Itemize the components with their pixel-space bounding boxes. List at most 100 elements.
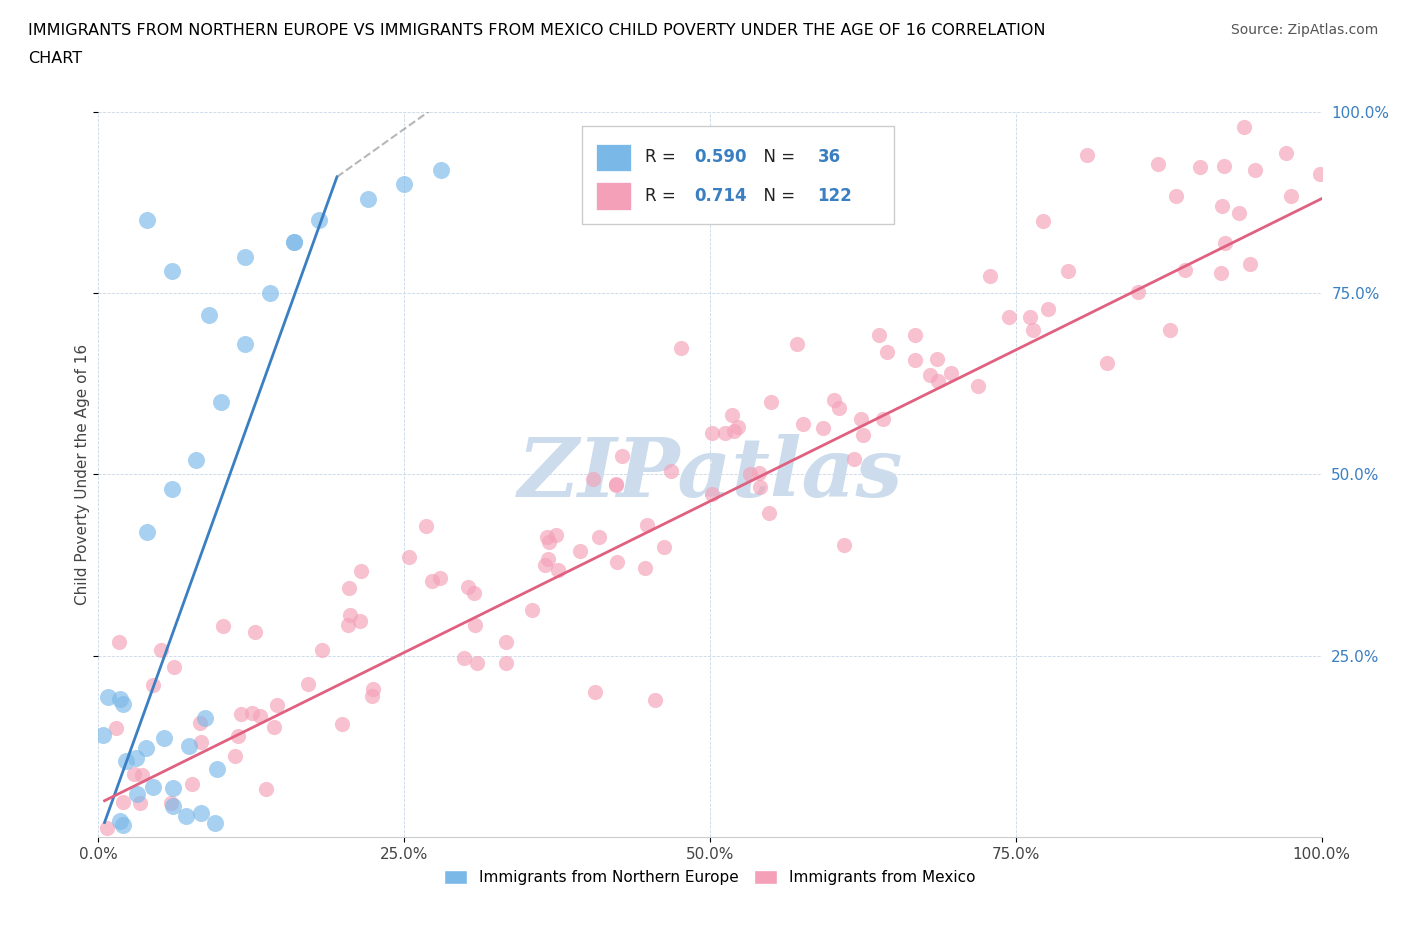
Immigrants from Mexico (920, 368, 942, 383)
Immigrants from Mexico (188, 716, 211, 731)
Immigrants from Mexico (1164, 189, 1187, 204)
Text: IMMIGRANTS FROM NORTHERN EUROPE VS IMMIGRANTS FROM MEXICO CHILD POVERTY UNDER TH: IMMIGRANTS FROM NORTHERN EUROPE VS IMMIG… (28, 23, 1046, 38)
Immigrants from Mexico (1211, 198, 1233, 213)
Immigrants from Mexico (429, 571, 451, 586)
Immigrants from Mexico (634, 561, 657, 576)
Immigrants from Mexico (636, 518, 658, 533)
Immigrants from Mexico (180, 777, 202, 791)
Text: N =: N = (752, 187, 800, 205)
Immigrants from Northern Europe (162, 780, 184, 795)
Immigrants from Mexico (453, 650, 475, 665)
Text: R =: R = (645, 187, 681, 205)
Immigrants from Mexico (415, 519, 437, 534)
Immigrants from Mexico (659, 464, 682, 479)
Immigrants from Mexico (1275, 145, 1298, 160)
Immigrants from Mexico (842, 451, 865, 466)
Text: 0.714: 0.714 (695, 187, 747, 205)
Immigrants from Mexico (927, 373, 949, 388)
Immigrants from Northern Europe (308, 213, 330, 228)
Immigrants from Mexico (249, 709, 271, 724)
Text: CHART: CHART (28, 51, 82, 66)
Immigrants from Mexico (1279, 189, 1302, 204)
Immigrants from Mexico (129, 795, 152, 810)
Immigrants from Mexico (254, 781, 277, 796)
Immigrants from Mexico (349, 614, 371, 629)
Immigrants from Northern Europe (392, 177, 416, 192)
Immigrants from Mexico (748, 466, 770, 481)
Immigrants from Mexico (122, 767, 145, 782)
Immigrants from Northern Europe (125, 751, 148, 765)
Immigrants from Mexico (852, 427, 875, 442)
Immigrants from Mexico (104, 721, 127, 736)
Text: ZIPatlas: ZIPatlas (517, 434, 903, 514)
Immigrants from Mexico (332, 717, 354, 732)
Immigrants from Mexico (583, 684, 606, 699)
Immigrants from Northern Europe (160, 264, 183, 279)
Immigrants from Northern Europe (430, 162, 453, 177)
Immigrants from Mexico (758, 506, 780, 521)
Immigrants from Mexico (1057, 263, 1080, 278)
Immigrants from Mexico (1227, 206, 1250, 220)
Immigrants from Mexico (998, 310, 1021, 325)
Immigrants from Mexico (520, 602, 543, 617)
Immigrants from Mexico (538, 534, 561, 549)
Immigrants from Mexico (721, 408, 744, 423)
Immigrants from Mexico (1126, 285, 1149, 299)
Immigrants from Mexico (727, 420, 749, 435)
Immigrants from Mexico (876, 344, 898, 359)
Immigrants from Northern Europe (186, 452, 208, 467)
Immigrants from Mexico (605, 476, 627, 491)
Immigrants from Mexico (495, 656, 517, 671)
Immigrants from Mexico (108, 635, 131, 650)
Immigrants from Mexico (111, 794, 134, 809)
Immigrants from Northern Europe (209, 394, 232, 409)
Immigrants from Mexico (811, 420, 834, 435)
Immigrants from Mexico (925, 352, 948, 366)
Immigrants from Mexico (568, 543, 591, 558)
Immigrants from Mexico (1213, 235, 1236, 250)
Y-axis label: Child Poverty Under the Age of 16: Child Poverty Under the Age of 16 (75, 344, 90, 604)
Immigrants from Mexico (339, 608, 361, 623)
Immigrants from Mexico (1159, 323, 1181, 338)
Immigrants from Mexico (465, 656, 488, 671)
Immigrants from Mexico (240, 706, 263, 721)
Immigrants from Mexico (828, 400, 851, 415)
Immigrants from Mexico (1019, 310, 1042, 325)
Immigrants from Mexico (245, 624, 267, 639)
Immigrants from Mexico (1174, 263, 1197, 278)
Immigrants from Mexico (904, 327, 927, 342)
Immigrants from Mexico (398, 550, 420, 565)
Immigrants from Mexico (190, 735, 212, 750)
Immigrants from Mexico (224, 749, 246, 764)
Immigrants from Mexico (495, 634, 517, 649)
Immigrants from Mexico (1243, 163, 1265, 178)
Immigrants from Mexico (606, 554, 628, 569)
Immigrants from Northern Europe (127, 787, 149, 802)
Immigrants from Mexico (588, 529, 610, 544)
Immigrants from Mexico (1036, 301, 1059, 316)
Immigrants from Mexico (266, 698, 288, 713)
Immigrants from Mexico (547, 562, 569, 577)
Immigrants from Northern Europe (152, 731, 174, 746)
Text: 0.590: 0.590 (695, 148, 747, 166)
Immigrants from Mexico (823, 392, 845, 407)
Immigrants from Mexico (537, 551, 560, 566)
Immigrants from Mexico (1233, 119, 1256, 134)
Immigrants from Mexico (96, 821, 118, 836)
Immigrants from Mexico (536, 530, 558, 545)
Immigrants from Mexico (226, 729, 249, 744)
Immigrants from Mexico (337, 580, 360, 595)
Immigrants from Mexico (612, 448, 634, 463)
Immigrants from Northern Europe (205, 762, 228, 777)
Immigrants from Mexico (533, 557, 555, 572)
Immigrants from Northern Europe (194, 711, 217, 725)
Immigrants from Northern Europe (190, 805, 212, 820)
Immigrants from Northern Europe (233, 249, 256, 264)
Immigrants from Northern Europe (91, 728, 114, 743)
Immigrants from Mexico (263, 719, 285, 734)
Immigrants from Northern Europe (174, 809, 197, 824)
Immigrants from Mexico (786, 337, 808, 352)
FancyBboxPatch shape (596, 143, 630, 171)
Immigrants from Mexico (141, 677, 163, 692)
Immigrants from Mexico (463, 585, 485, 600)
